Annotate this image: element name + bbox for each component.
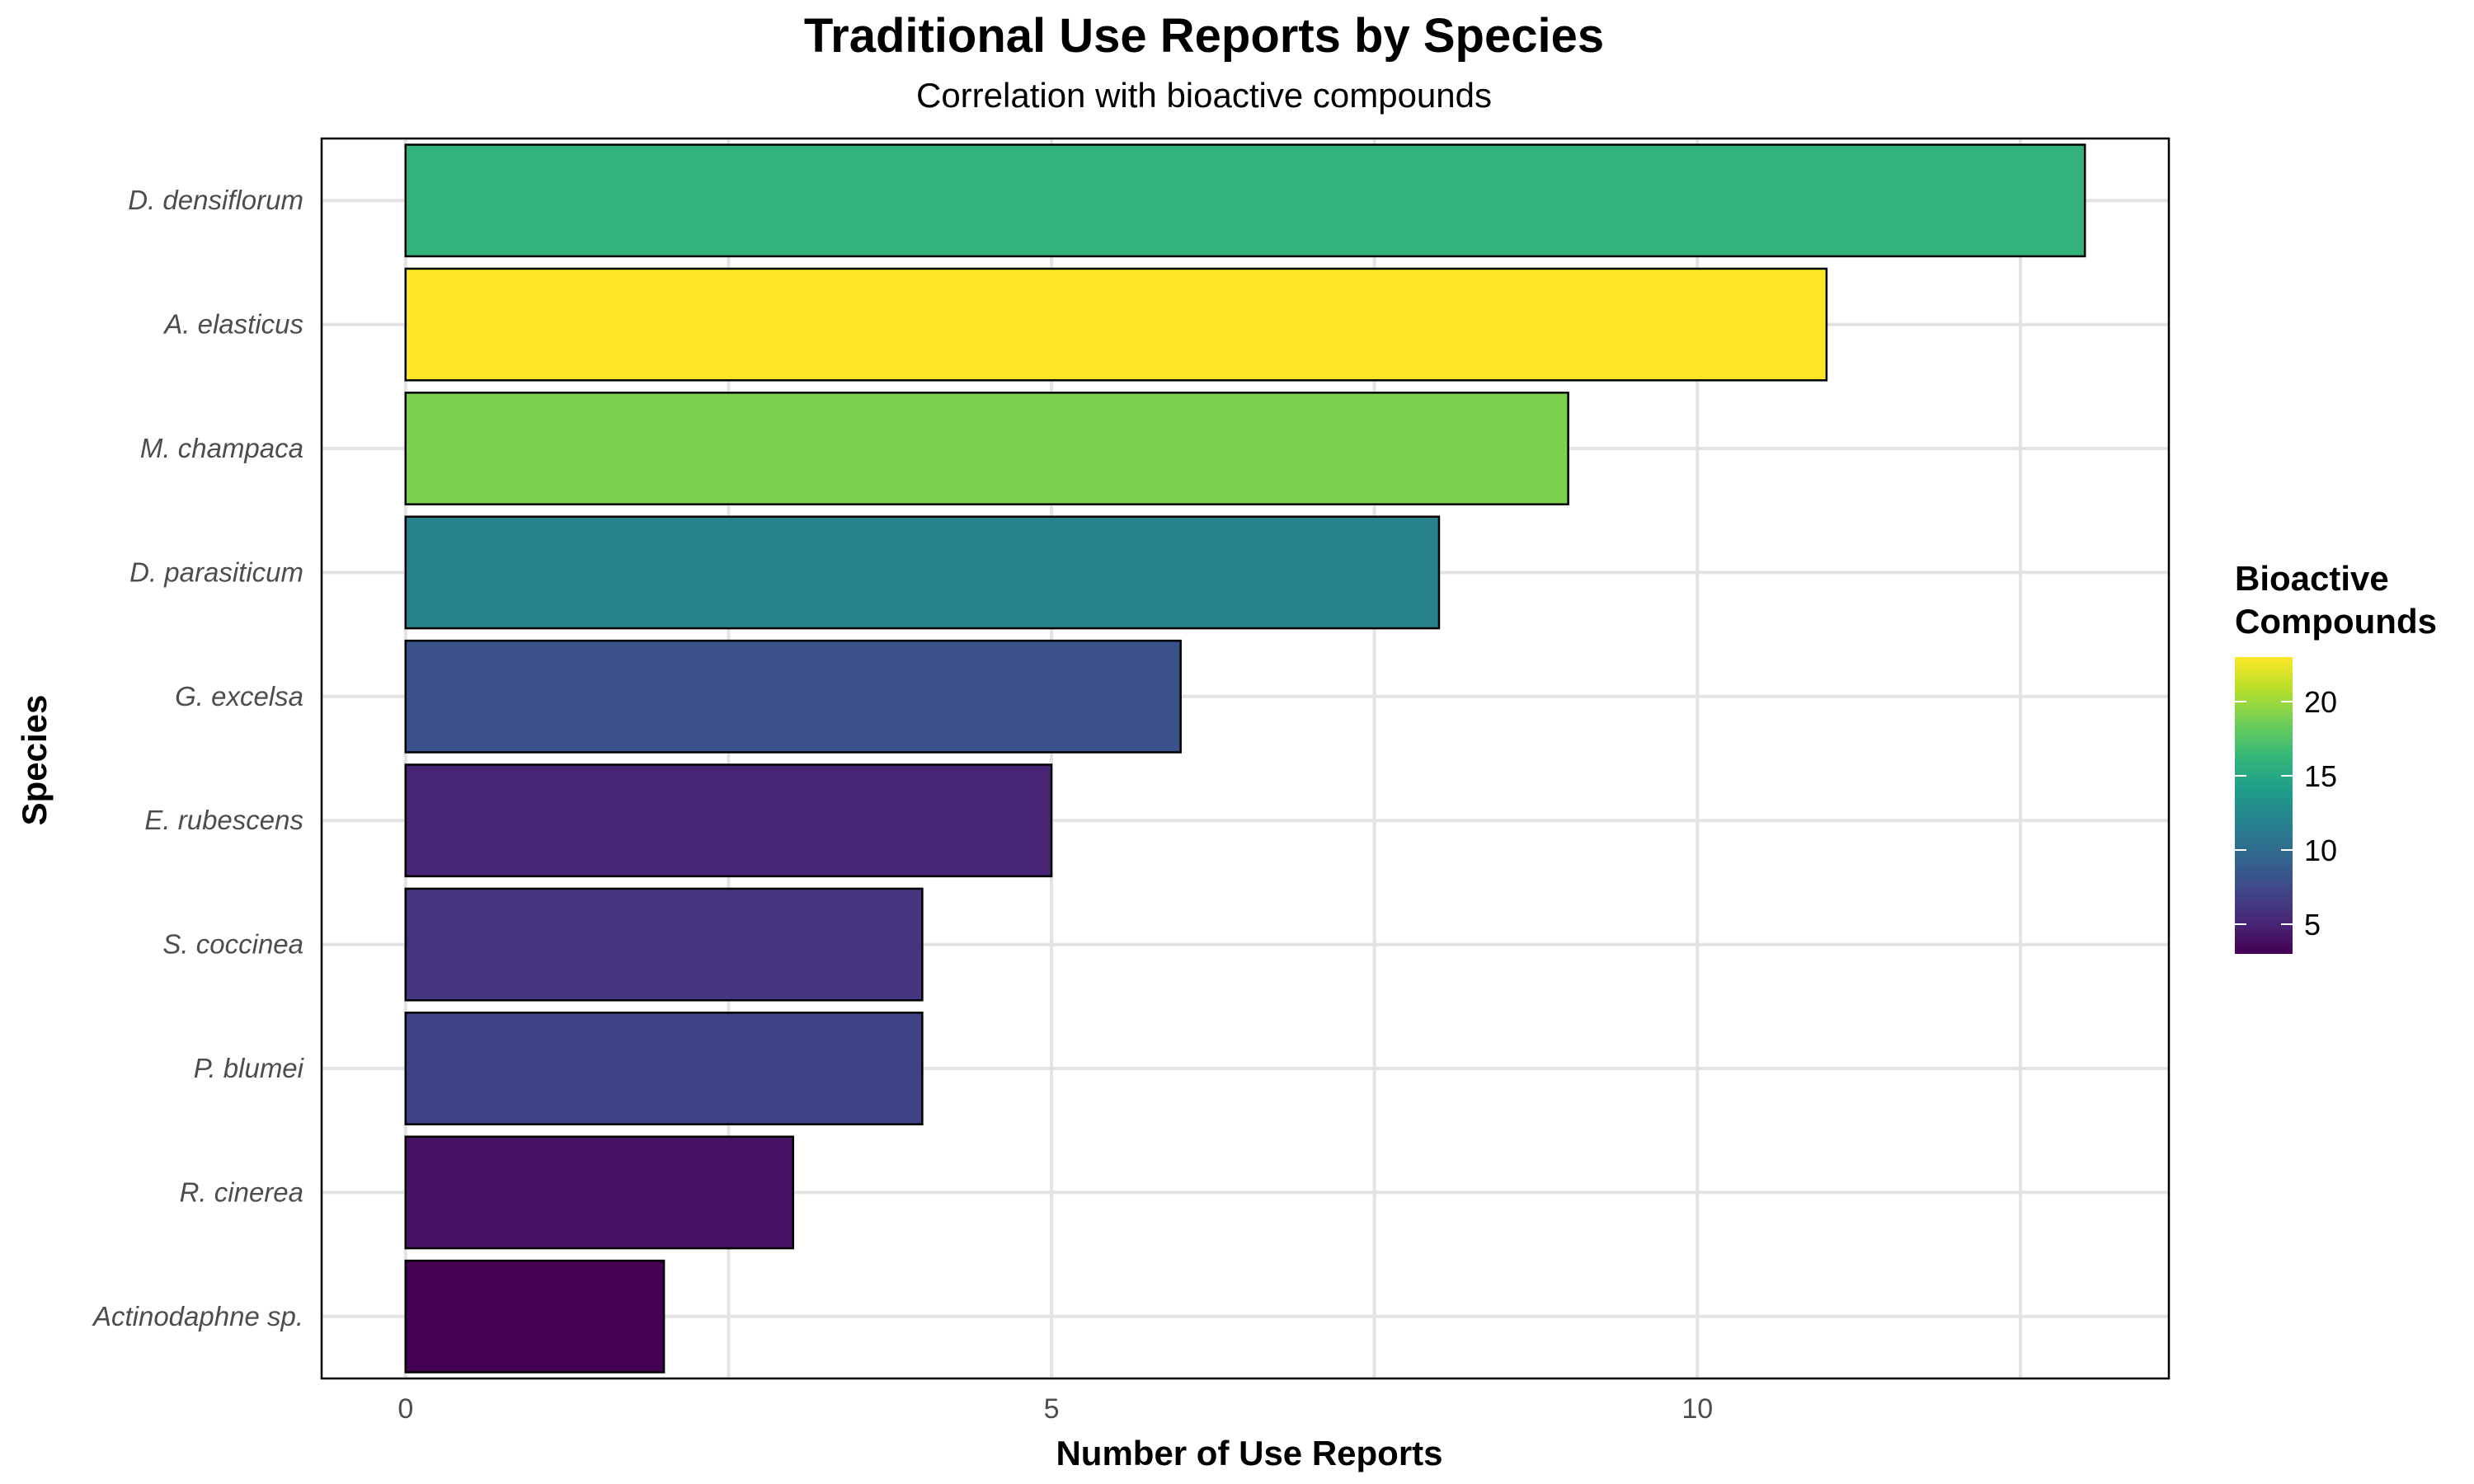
bar bbox=[404, 392, 1569, 505]
bars bbox=[404, 143, 2086, 1374]
legend-title-line-2: Compounds bbox=[2235, 602, 2437, 641]
bar bbox=[404, 143, 2086, 258]
plot-area bbox=[320, 137, 2171, 1380]
x-axis-title: Number of Use Reports bbox=[1056, 1434, 1442, 1472]
plot-border bbox=[320, 137, 2171, 1380]
legend-tick-label: 10 bbox=[2304, 834, 2337, 867]
x-axis-tick-labels: 0 5 10 bbox=[397, 1393, 1713, 1425]
y-tick-label: M. champaca bbox=[140, 433, 303, 463]
legend-tick-label: 15 bbox=[2304, 759, 2337, 793]
bar bbox=[404, 267, 1828, 382]
bar bbox=[404, 1135, 794, 1250]
y-tick-label: G. excelsa bbox=[175, 681, 303, 711]
bar bbox=[404, 515, 1441, 630]
x-tick-label: 5 bbox=[1044, 1393, 1060, 1425]
x-tick-label: 10 bbox=[1681, 1393, 1713, 1425]
bar bbox=[404, 1012, 924, 1125]
bar bbox=[404, 1259, 666, 1374]
x-tick-label: 0 bbox=[397, 1393, 413, 1425]
color-legend: Bioactive Compounds 5 10 15 20 bbox=[2235, 559, 2437, 954]
legend-tick-label: 5 bbox=[2304, 908, 2321, 942]
chart-subtitle: Correlation with bioactive compounds bbox=[916, 76, 1492, 115]
y-axis-labels: D. densiflorum A. elasticus M. champaca D. … bbox=[92, 185, 305, 1331]
y-tick-label: E. rubescens bbox=[144, 805, 303, 835]
bar bbox=[404, 887, 924, 1002]
y-axis-title: Species bbox=[15, 695, 54, 826]
legend-title-line-1: Bioactive bbox=[2235, 559, 2389, 598]
legend-tick-label: 20 bbox=[2304, 685, 2337, 719]
bar bbox=[404, 639, 1182, 754]
bar bbox=[404, 763, 1053, 878]
y-tick-label: R. cinerea bbox=[180, 1176, 303, 1207]
y-tick-label: S. coccinea bbox=[162, 929, 303, 960]
y-tick-label: D. parasiticum bbox=[129, 556, 303, 587]
y-tick-label: Actinodaphne sp. bbox=[92, 1301, 303, 1331]
y-tick-label: A. elasticus bbox=[162, 309, 303, 340]
y-tick-label: D. densiflorum bbox=[128, 185, 303, 215]
y-tick-label: P. blumei bbox=[194, 1053, 305, 1083]
legend-ticks: 5 10 15 20 bbox=[2235, 685, 2337, 942]
legend-colorbar bbox=[2235, 657, 2293, 954]
chart-title: Traditional Use Reports by Species bbox=[804, 9, 1604, 63]
